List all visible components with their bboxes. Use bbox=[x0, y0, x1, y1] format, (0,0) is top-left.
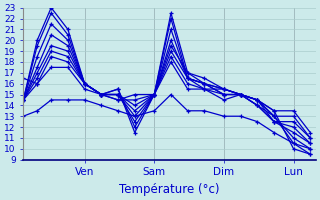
X-axis label: Température (°c): Température (°c) bbox=[119, 183, 220, 196]
